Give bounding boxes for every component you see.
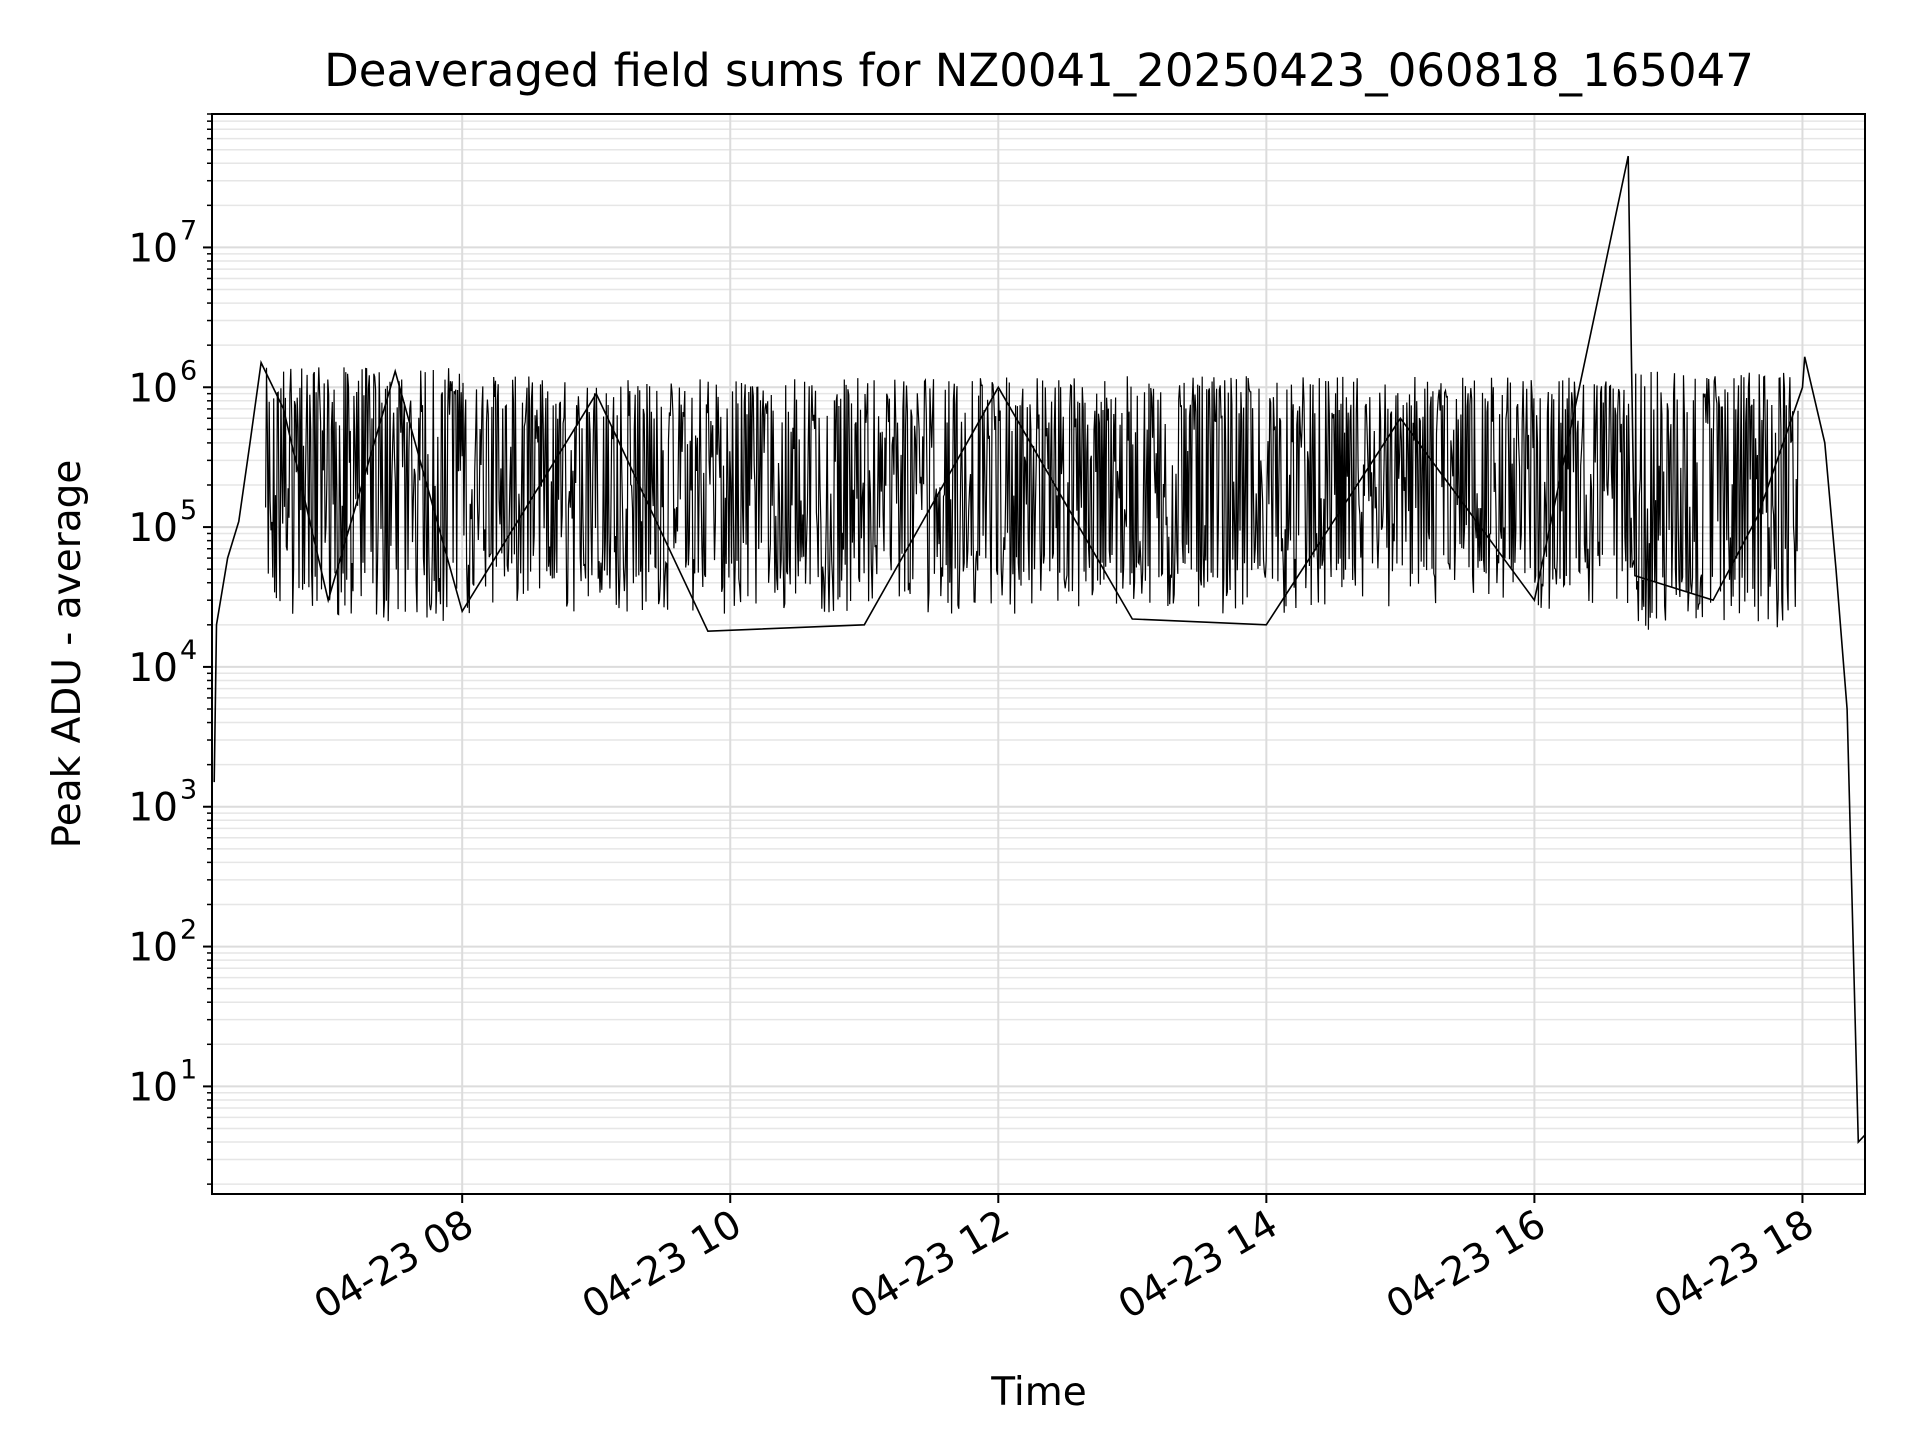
y-tick-label: 10 xyxy=(128,926,178,971)
y-tick-label: 10 xyxy=(128,506,178,551)
chart-title: Deaveraged field sums for NZ0041_2025042… xyxy=(324,44,1754,97)
y-tick-exponent: 3 xyxy=(180,775,197,806)
series-line xyxy=(265,367,1799,630)
y-tick-label: 10 xyxy=(128,646,178,691)
y-tick-label: 10 xyxy=(128,226,178,271)
y-tick-exponent: 7 xyxy=(180,215,197,246)
y-tick-exponent: 2 xyxy=(180,915,197,946)
y-tick-label: 10 xyxy=(128,1065,178,1110)
y-tick-label: 10 xyxy=(128,366,178,411)
y-tick-label: 10 xyxy=(128,786,178,831)
y-tick-exponent: 4 xyxy=(180,635,197,666)
series-anchor-line xyxy=(213,155,1866,1144)
plot-frame xyxy=(211,113,1866,1195)
x-axis-label: Time xyxy=(990,1370,1086,1415)
y-tick-exponent: 1 xyxy=(180,1054,197,1085)
y-axis-label: Peak ADU - average xyxy=(45,460,90,849)
y-tick-exponent: 5 xyxy=(180,495,197,526)
data-layer xyxy=(213,155,1866,1144)
y-tick-exponent: 6 xyxy=(180,355,197,386)
